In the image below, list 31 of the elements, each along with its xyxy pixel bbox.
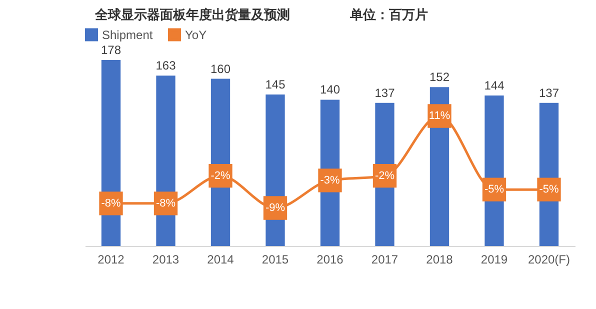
data-label: 163 xyxy=(156,58,176,73)
data-label: -5% xyxy=(539,184,559,196)
data-label: -2% xyxy=(210,170,230,182)
x-tick-label: 2013 xyxy=(152,252,180,266)
x-tick-label: 2015 xyxy=(262,252,289,266)
data-label: -8% xyxy=(156,197,176,210)
chart-subtitle: 单位：百万片 xyxy=(350,6,428,24)
x-tick-label: 2020(F) xyxy=(528,252,570,266)
x-tick-label: 2016 xyxy=(316,252,344,266)
data-label: 137 xyxy=(374,86,396,100)
data-label: -3% xyxy=(320,174,340,186)
data-label: 178 xyxy=(100,43,122,57)
data-label: 160 xyxy=(210,62,231,76)
data-label: 137 xyxy=(538,86,560,100)
legend-label: YoY xyxy=(185,28,207,42)
chart-title: 全球显示器面板年度出货量及预测 xyxy=(95,6,290,24)
data-label: -8% xyxy=(101,197,122,210)
data-label: -2% xyxy=(374,170,395,182)
data-label: 11% xyxy=(428,110,450,122)
x-tick-label: 2014 xyxy=(207,252,234,266)
x-tick-label: 2012 xyxy=(98,252,125,266)
legend-label: Shipment xyxy=(102,28,154,42)
data-label: 140 xyxy=(320,82,340,97)
x-tick-label: 2017 xyxy=(371,252,398,266)
data-label: -5% xyxy=(484,184,504,196)
data-label: 144 xyxy=(484,78,505,93)
data-label: -9% xyxy=(265,202,286,214)
x-tick-label: 2019 xyxy=(480,252,508,266)
x-tick-label: 2018 xyxy=(426,252,454,266)
data-label: 145 xyxy=(265,77,286,92)
data-label: 152 xyxy=(429,70,450,84)
